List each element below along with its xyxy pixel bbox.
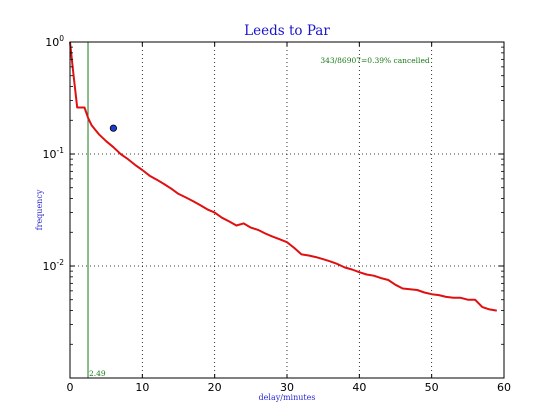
mean-delay-label: 2.49 (89, 369, 106, 378)
x-tick-label: 10 (135, 381, 149, 394)
y-tick-label: 100 (45, 34, 64, 49)
x-axis-label: delay/minutes (259, 393, 316, 402)
x-tick-label: 50 (425, 381, 439, 394)
y-tick-exponent: 0 (59, 34, 64, 43)
chart-title: Leeds to Par (244, 23, 330, 39)
cancellation-point (109, 124, 118, 132)
series-layer (69, 41, 497, 378)
ticks (69, 41, 505, 378)
y-tick-label: 10-1 (43, 146, 65, 161)
x-tick-label: 60 (497, 381, 511, 394)
y-tick-label: 10-2 (43, 258, 65, 273)
y-tick-exponent: -2 (57, 258, 65, 267)
delay-distribution-line (69, 41, 497, 312)
grid (70, 42, 504, 378)
x-tick-label: 20 (208, 381, 222, 394)
y-axis-label: frequency (35, 189, 44, 230)
y-tick-exponent: -1 (57, 146, 65, 155)
x-tick-label: 40 (352, 381, 366, 394)
cancelled-annotation: 343/86907=0.39% cancelled (320, 56, 430, 65)
x-tick-label: 30 (280, 381, 294, 394)
y-tick-base: 10 (43, 148, 57, 161)
x-tick-label: 0 (67, 381, 74, 394)
y-tick-base: 10 (45, 36, 59, 49)
y-tick-base: 10 (43, 260, 57, 273)
